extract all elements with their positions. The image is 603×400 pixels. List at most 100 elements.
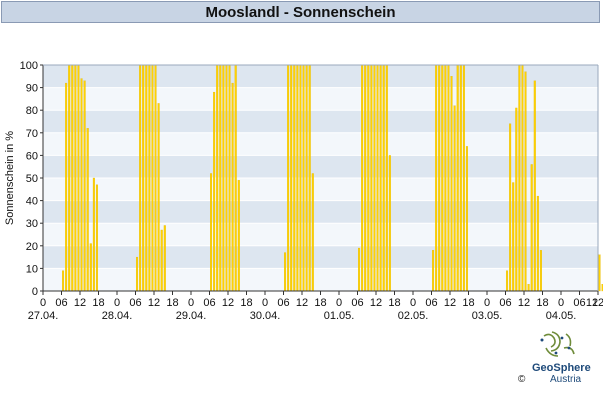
sunshine-bar <box>163 225 166 292</box>
sunshine-bar <box>441 64 444 292</box>
sunshine-bar <box>142 64 145 292</box>
plot-band <box>43 178 598 201</box>
y-tick-label: 50 <box>26 173 38 185</box>
sunshine-bar <box>213 91 216 292</box>
y-tick-label: 80 <box>26 105 38 117</box>
x-tick-label: 12 <box>592 297 603 309</box>
sunshine-bar <box>160 229 163 292</box>
sunshine-bar <box>290 64 293 292</box>
x-tick-label: 0 <box>558 297 564 309</box>
x-tick-label: 06 <box>277 297 289 309</box>
x-tick-label: 12 <box>370 297 382 309</box>
chart-title: Mooslandl - Sonnenschein <box>205 3 396 21</box>
copyright-symbol: © <box>518 374 526 385</box>
sunshine-bar <box>527 284 530 292</box>
y-axis-label: Sonnenschein in % <box>4 131 16 225</box>
sunshine-bar <box>533 80 536 292</box>
sunshine-bar <box>444 64 447 292</box>
sunshine-bar <box>367 64 370 292</box>
sunshine-bar <box>157 103 160 292</box>
y-tick-label: 0 <box>32 286 38 298</box>
sunshine-bar <box>284 252 287 292</box>
sunshine-bar <box>456 64 459 292</box>
sunshine-bar <box>231 82 234 292</box>
x-tick-label: 06 <box>499 297 511 309</box>
sunshine-bar <box>465 146 468 292</box>
sunshine-bar <box>154 64 157 292</box>
sunshine-bar <box>509 123 512 292</box>
x-day-label: 29.04. <box>176 310 207 322</box>
x-tick-label: 0 <box>484 297 490 309</box>
x-tick-label: 06 <box>129 297 141 309</box>
y-tick-label: 70 <box>26 128 38 140</box>
sunshine-bar <box>151 64 154 292</box>
sunshine-bar <box>74 64 77 292</box>
x-tick-label: 06 <box>351 297 363 309</box>
sunshine-bar <box>518 64 521 292</box>
sunshine-bar <box>382 64 385 292</box>
sunshine-bar <box>598 254 601 292</box>
x-tick-label: 12 <box>222 297 234 309</box>
sunshine-bar <box>530 164 533 292</box>
x-tick-label: 0 <box>114 297 120 309</box>
sunshine-bar <box>299 64 302 292</box>
sunshine-bar <box>89 243 92 292</box>
x-tick-label: 12 <box>74 297 86 309</box>
x-tick-label: 06 <box>55 297 67 309</box>
x-tick-label: 12 <box>444 297 456 309</box>
y-tick-label: 40 <box>26 196 38 208</box>
sunshine-bar <box>459 64 462 292</box>
sunshine-bar <box>139 64 142 292</box>
plot-band <box>43 245 598 269</box>
sunshine-bar <box>388 155 391 292</box>
y-tick-label: 20 <box>26 241 38 253</box>
sunshine-bar <box>450 76 453 292</box>
sunshine-bar <box>136 256 139 292</box>
sunshine-bar <box>62 270 65 292</box>
sunshine-bar <box>462 64 465 292</box>
sunshine-bar <box>447 64 450 292</box>
sunshine-bar <box>515 107 518 292</box>
x-tick-label: 18 <box>92 297 104 309</box>
sunshine-bar <box>432 250 435 292</box>
sunshine-bar <box>521 64 524 292</box>
sunshine-bar <box>524 71 527 292</box>
plot-band <box>43 155 598 178</box>
logo-name: GeoSphere <box>532 362 591 374</box>
sunshine-bar <box>506 270 509 292</box>
sunshine-bar <box>370 64 373 292</box>
x-tick-label: 0 <box>40 297 46 309</box>
x-day-label: 30.04. <box>250 310 281 322</box>
x-tick-label: 18 <box>166 297 178 309</box>
x-tick-label: 0 <box>188 297 194 309</box>
sunshine-bar <box>364 64 367 292</box>
x-tick-label: 06 <box>203 297 215 309</box>
sunshine-bar <box>237 180 240 292</box>
x-tick-label: 0 <box>410 297 416 309</box>
sunshine-bar <box>216 64 219 292</box>
sunshine-bar <box>219 64 222 292</box>
sunshine-bar <box>373 64 376 292</box>
sunshine-bar <box>83 80 86 292</box>
sunshine-bar <box>308 64 311 292</box>
plot-band <box>43 132 598 156</box>
x-tick-label: 12 <box>296 297 308 309</box>
sunshine-bar <box>311 173 314 292</box>
sunshine-bar <box>438 64 441 292</box>
sunshine-bar <box>80 78 83 292</box>
x-tick-label: 12 <box>148 297 160 309</box>
sunshine-bar <box>225 64 228 292</box>
plot-band <box>43 268 598 291</box>
sunshine-bar <box>305 64 308 292</box>
sunshine-bar <box>539 250 542 292</box>
x-day-label: 01.05. <box>324 310 355 322</box>
x-tick-label: 06 <box>425 297 437 309</box>
x-day-label: 28.04. <box>102 310 133 322</box>
sunshine-bar <box>228 64 231 292</box>
x-tick-label: 12 <box>518 297 530 309</box>
sunshine-bar <box>302 64 305 292</box>
y-tick-label: 100 <box>20 60 38 72</box>
x-day-label: 02.05. <box>398 310 429 322</box>
y-tick-label: 10 <box>26 263 38 275</box>
sunshine-bar <box>376 64 379 292</box>
